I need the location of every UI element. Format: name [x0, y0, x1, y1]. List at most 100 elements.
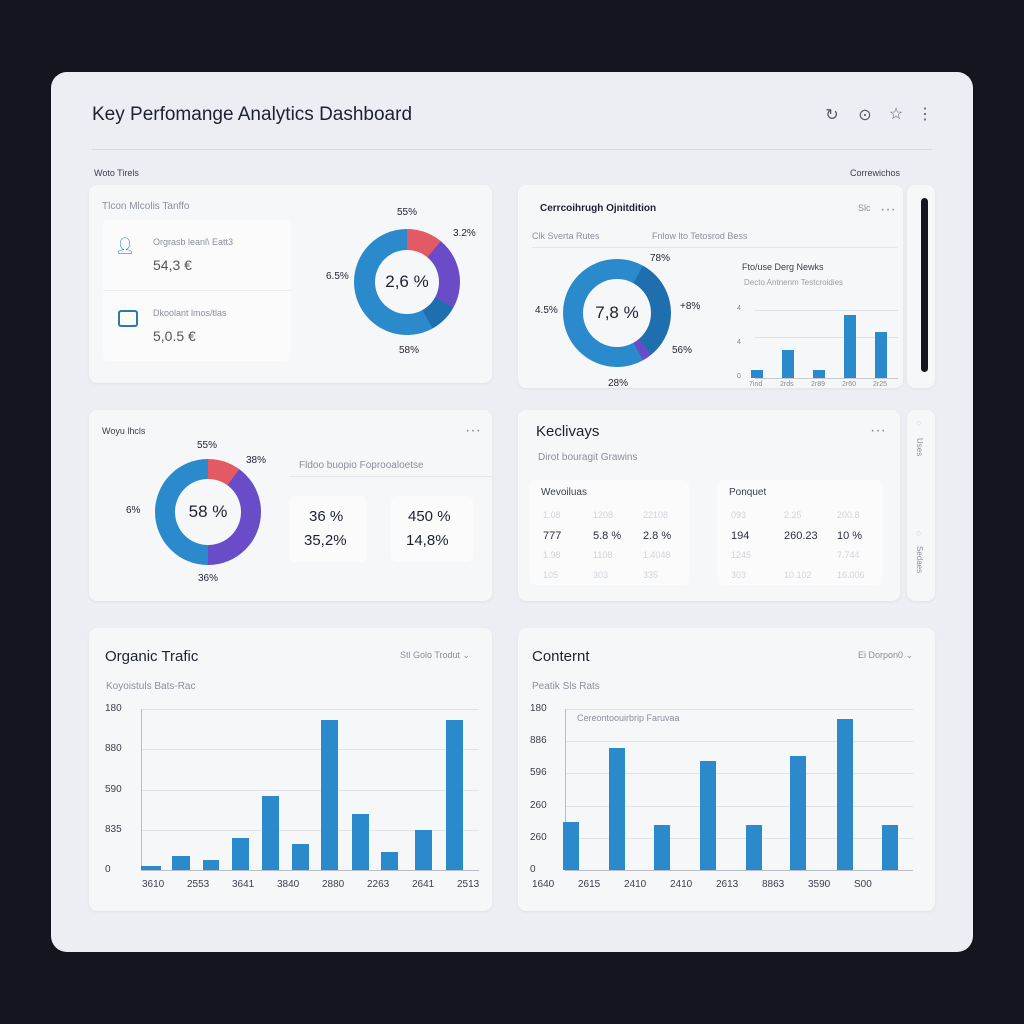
keyword-card: Keclivays ··· Dirot bouragit Grawins Wev… [518, 410, 900, 601]
more-icon[interactable]: ··· [465, 422, 481, 439]
gridline [565, 709, 913, 710]
divider [532, 247, 897, 248]
x-tick-label: 2513 [457, 879, 480, 890]
stat-value: 36 % [309, 508, 344, 525]
table-cell: 2.25 [784, 510, 802, 520]
gridline [141, 709, 479, 710]
gridline [565, 805, 913, 807]
bar [563, 821, 579, 870]
x-tick-label: 2553 [187, 879, 210, 890]
scrollbar-track[interactable] [907, 185, 935, 388]
rail-label[interactable]: Sedaes [915, 546, 924, 574]
y-tick-label: 180 [530, 703, 547, 714]
stat-value: 35,2% [304, 532, 347, 549]
x-axis [565, 870, 913, 871]
donut-chart: 2,6 % [354, 229, 460, 335]
bar [837, 718, 853, 870]
star-icon[interactable]: ☆ [888, 106, 904, 123]
mini-chart-subtitle: Decto Antnenm Testcroidies [744, 278, 844, 287]
gridline [755, 337, 898, 338]
gridline [565, 773, 913, 775]
x-tick-label: 8863 [762, 879, 785, 890]
table-title: Wevoiluas [541, 487, 587, 498]
x-tick-label: 1640 [532, 879, 555, 890]
divider [289, 476, 492, 477]
x-tick-label: 2410 [670, 879, 693, 890]
table-cell: 777 [543, 530, 562, 542]
card-title: Woyu lhcls [102, 426, 146, 436]
donut-center-value: 2,6 % [375, 250, 439, 314]
header-divider [92, 149, 932, 150]
mini-bar-chart: 4 4 0 7ind 2rds 2r89 2r60 2r25 [733, 285, 898, 388]
metric-value: 5,0.5 € [153, 328, 196, 344]
subtab-right[interactable]: Fnlow lto Tetosrod Bess [652, 231, 748, 241]
table-cell: 1.08 [543, 510, 561, 520]
x-tick-label: 3590 [808, 879, 831, 890]
bar [700, 760, 716, 870]
rail-label[interactable]: Uses [915, 438, 924, 457]
gridline [141, 829, 479, 831]
period-selector[interactable]: Slc [858, 203, 871, 213]
x-tick-label: 2r60 [842, 381, 857, 388]
chart-dropdown[interactable]: Ei Dorpon0 ⌄ [858, 650, 913, 661]
table-cell: 10 % [837, 530, 863, 542]
stat-box: 450 % 14,8% [391, 496, 473, 562]
y-tick-label: 260 [530, 831, 547, 843]
more-icon[interactable]: ··· [880, 201, 896, 218]
y-tick-label: 260 [530, 799, 547, 811]
more-vertical-icon[interactable]: ⋮ [917, 106, 933, 123]
chart-dropdown[interactable]: Stl Golo Trodut ⌄ [400, 650, 470, 661]
table-cell: 1.4048 [643, 550, 671, 560]
conversion-card: Cerrcoihrugh Ojnitdition Slc ··· Clk Sve… [518, 185, 903, 389]
table-cell: 1.98 [543, 550, 561, 560]
tablet-icon [118, 310, 138, 327]
card-title: Cerrcoihrugh Ojnitdition [540, 203, 657, 214]
x-tick-label: 3610 [142, 879, 165, 890]
mini-chart-title: Fto/use Derg Newks [742, 262, 824, 272]
donut-center-value: 7,8 % [583, 279, 651, 347]
more-icon[interactable]: ··· [870, 422, 886, 439]
donut-label: 55% [397, 207, 418, 218]
rail-dot-icon: ○ [916, 418, 922, 428]
table-cell: 2.8 % [643, 530, 672, 542]
donut-label: 28% [608, 378, 629, 389]
scrollbar-thumb[interactable] [921, 198, 928, 372]
metrics-table: Ponquet 093 2.25 200.8 194 260.23 10 % 1245 7.7… [717, 480, 883, 585]
refresh-icon[interactable]: ↻ [825, 107, 839, 124]
x-tick-label: 2r25 [873, 381, 888, 388]
donut-label: 6% [126, 505, 141, 516]
x-tick-label: 2880 [322, 879, 345, 890]
donut-label: 38% [246, 455, 267, 466]
table-cell: 1108 [593, 550, 613, 560]
x-tick-label: 7ind [749, 381, 763, 388]
chart-title: Organic Trafic [105, 648, 199, 665]
subtab-left[interactable]: Clk Sverta Rutes [532, 231, 600, 241]
gridline [141, 749, 479, 751]
y-tick-label: 880 [105, 743, 122, 755]
record-icon[interactable]: ⊙ [858, 107, 872, 124]
gridline [565, 741, 913, 743]
metrics-box: 👤︎ Orgrasb leanl\ Eatt3 54,3 € Dkoolant … [103, 220, 291, 361]
x-tick-label: 2641 [412, 879, 435, 890]
content-card: Conternt Ei Dorpon0 ⌄ Peatik Sls Rats Ce… [518, 628, 935, 911]
gridline [141, 789, 479, 791]
x-tick-label: 3641 [232, 879, 255, 890]
bar [352, 813, 369, 870]
metric-label: Orgrasb leanl\ Eatt3 [153, 237, 234, 247]
bar [609, 747, 625, 870]
dropdown-label: Stl Golo Trodut [400, 650, 461, 660]
table-cell: 194 [731, 530, 750, 542]
bar [790, 755, 806, 870]
bar [882, 824, 898, 870]
donut-label: 36% [198, 573, 219, 584]
y-tick-label: 0 [737, 373, 741, 380]
bar-chart: 180 880 590 835 0 3610 2553 3641 3840 2880 2263 264… [89, 628, 492, 911]
y-axis [141, 709, 142, 870]
bar [141, 865, 161, 870]
bar [446, 720, 463, 870]
gridline [565, 837, 913, 839]
y-tick-label: 180 [105, 703, 122, 714]
section-label: Woto Tirels [94, 168, 139, 178]
table-cell: 16.006 [837, 570, 865, 580]
chart-annotation: Cereontoouirbrip Faruvaa [577, 713, 680, 723]
